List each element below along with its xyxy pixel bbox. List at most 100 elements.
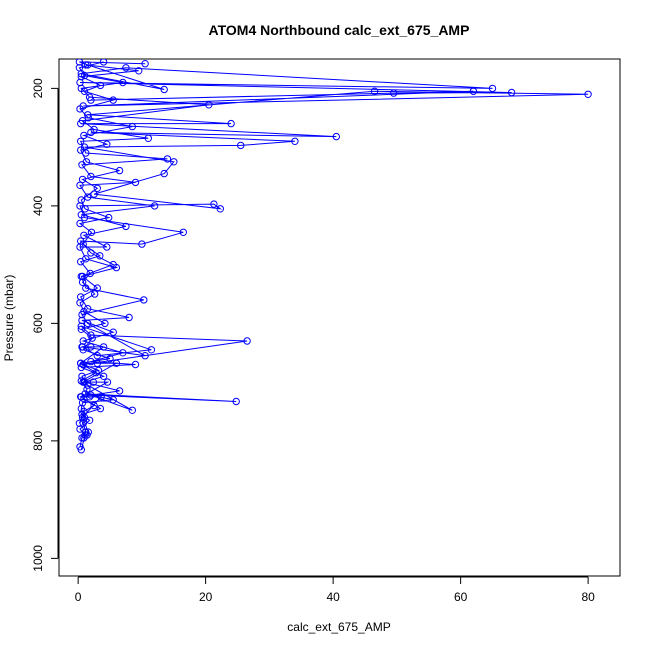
data-point: [76, 181, 84, 190]
data-point: [77, 446, 86, 454]
x-axis: 0 20 40 60 80: [75, 576, 595, 604]
plot-area: [75, 59, 592, 454]
data-point: [291, 137, 299, 146]
data-point: [86, 269, 94, 278]
data-point: [112, 263, 121, 272]
data-point: [77, 393, 86, 401]
data-point: [83, 431, 91, 439]
x-tick-label: 20: [199, 590, 213, 604]
data-point: [90, 401, 98, 410]
data-point: [106, 354, 114, 363]
data-point: [237, 141, 245, 150]
data-point: [76, 299, 84, 307]
plot-frame: [58, 58, 621, 577]
data-point: [109, 96, 117, 104]
data-point: [85, 93, 94, 101]
data-point: [125, 313, 133, 322]
x-tick-label: 40: [326, 590, 340, 604]
data-point: [93, 184, 102, 193]
data-point: [115, 166, 124, 175]
y-tick-label: 800: [31, 431, 45, 451]
y-axis-label: Pressure (mbar): [2, 275, 16, 362]
data-point: [91, 290, 99, 298]
data-point: [103, 243, 111, 251]
series-line: [79, 346, 119, 439]
series-line: [78, 61, 209, 424]
data-point: [147, 346, 156, 354]
data-point: [103, 378, 112, 386]
data-point: [332, 132, 340, 141]
data-point: [77, 137, 85, 146]
data-point: [80, 231, 88, 240]
series-group: [75, 59, 592, 454]
data-point: [216, 205, 225, 213]
data-point: [138, 240, 146, 248]
data-point: [160, 85, 168, 94]
data-point: [99, 343, 108, 351]
data-point: [87, 343, 95, 351]
data-point: [128, 406, 137, 414]
data-point: [78, 117, 87, 125]
data-point: [112, 359, 121, 367]
data-point: [84, 114, 93, 122]
data-point: [227, 119, 235, 128]
data-point: [89, 378, 98, 386]
data-point: [370, 87, 379, 96]
data-point: [105, 213, 113, 222]
data-point: [79, 378, 87, 386]
data-point: [78, 175, 87, 184]
data-point: [119, 349, 127, 357]
data-point: [93, 284, 102, 292]
data-point: [99, 372, 108, 380]
data-point: [115, 387, 124, 395]
data-point: [75, 419, 84, 427]
data-point: [122, 64, 130, 72]
data-point: [96, 81, 105, 90]
data-point: [135, 67, 143, 75]
x-tick-label: 0: [75, 590, 82, 604]
data-point: [390, 89, 398, 97]
data-point: [78, 316, 86, 325]
y-tick-label: 1000: [31, 545, 45, 572]
data-point: [109, 396, 117, 404]
data-point: [109, 328, 117, 336]
data-point: [78, 278, 87, 286]
data-point: [99, 59, 108, 66]
data-point: [119, 78, 127, 87]
data-point: [80, 131, 88, 140]
data-point: [469, 87, 478, 96]
data-point: [80, 307, 88, 316]
data-point: [128, 122, 137, 131]
data-point: [163, 155, 172, 163]
y-tick-label: 400: [31, 196, 45, 216]
data-point: [205, 101, 213, 109]
data-point: [83, 385, 91, 393]
data-point: [232, 397, 240, 406]
data-point: [150, 202, 159, 210]
data-point: [93, 359, 102, 367]
data-point: [101, 319, 109, 328]
data-point: [141, 352, 149, 360]
data-point: [77, 146, 85, 154]
data-point: [103, 140, 111, 148]
data-point: [144, 134, 153, 143]
data-point: [131, 178, 140, 187]
data-point: [85, 393, 94, 401]
data-point: [87, 228, 96, 237]
data-point: [179, 228, 188, 237]
data-point: [77, 196, 86, 204]
data-point: [84, 111, 92, 119]
x-tick-label: 60: [454, 590, 468, 604]
y-axis: 200 400 600 800 1000: [31, 78, 59, 572]
data-point: [97, 393, 105, 401]
data-point: [210, 200, 218, 208]
data-point: [122, 222, 130, 231]
data-point: [76, 105, 84, 113]
data-point: [81, 205, 89, 213]
data-point: [75, 64, 84, 72]
data-point: [78, 413, 87, 422]
data-point: [90, 125, 98, 134]
data-point: [77, 359, 85, 367]
data-point: [82, 61, 90, 69]
